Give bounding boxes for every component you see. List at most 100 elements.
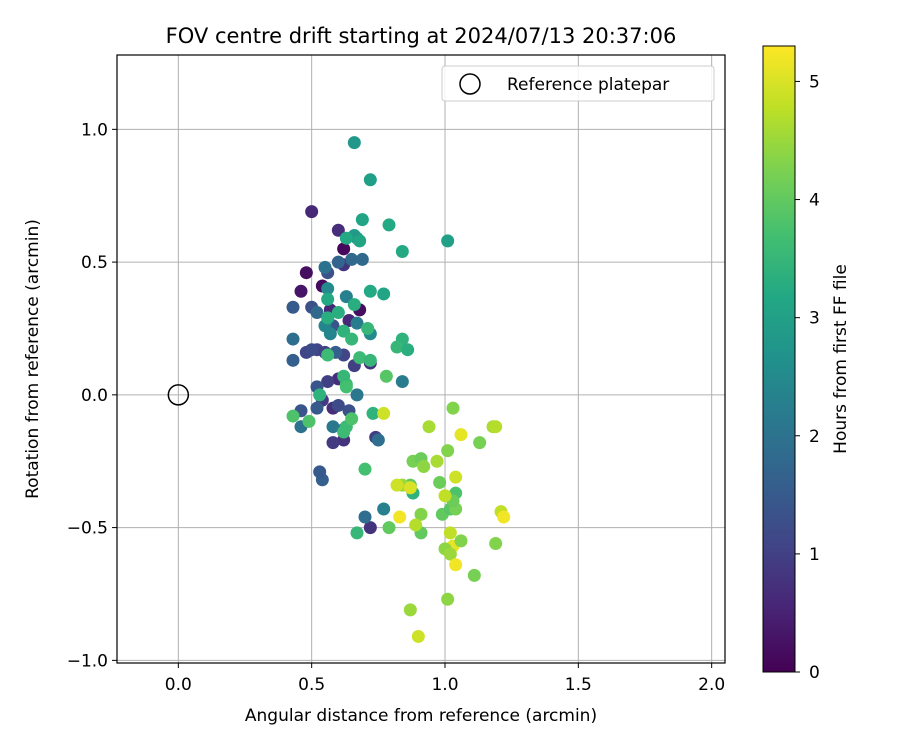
- scatter-point: [321, 282, 335, 296]
- scatter-point: [286, 409, 300, 423]
- legend: Reference platepar: [441, 65, 715, 102]
- scatter-point: [321, 292, 335, 306]
- y-tick-label: 1.0: [81, 120, 108, 140]
- scatter-point: [411, 629, 425, 643]
- scatter-point: [339, 290, 353, 304]
- colorbar-tick-label: 2: [809, 427, 820, 447]
- scatter-point: [467, 568, 481, 582]
- scatter-point: [310, 401, 324, 415]
- axes-frame: [116, 54, 726, 664]
- scatter-point: [443, 547, 457, 561]
- y-axis-label: Rotation from reference (arcmin): [23, 219, 43, 499]
- scatter-point: [313, 388, 327, 402]
- scatter-point: [449, 558, 463, 572]
- legend-label-reference: Reference platepar: [507, 75, 669, 95]
- scatter-point: [403, 603, 417, 617]
- scatter-point: [395, 375, 409, 389]
- scatter-point: [377, 502, 391, 516]
- scatter-point: [331, 255, 345, 269]
- colorbar: 0 1 2 3 4 5 Hours from first FF file: [762, 45, 851, 683]
- scatter-point: [337, 425, 351, 439]
- scatter-point: [305, 343, 319, 357]
- colorbar-tick-label: 1: [809, 545, 820, 565]
- scatter-point: [377, 406, 391, 420]
- scatter-point: [430, 454, 444, 468]
- y-tick-label: −0.5: [67, 519, 108, 539]
- scatter-point: [390, 478, 404, 492]
- scatter-point: [355, 252, 369, 266]
- x-axis-label: Angular distance from reference (arcmin): [245, 706, 597, 726]
- scatter-point: [454, 428, 468, 442]
- scatter-point: [345, 332, 359, 346]
- scatter-point: [489, 537, 503, 551]
- scatter-point: [366, 406, 380, 420]
- scatter-point: [409, 518, 423, 532]
- scatter-point: [382, 521, 396, 535]
- scatter-point: [339, 380, 353, 394]
- scatter-point: [302, 414, 316, 428]
- scatter-point: [438, 489, 452, 503]
- scatter-point: [358, 510, 372, 524]
- x-tick-label: 2.0: [698, 675, 725, 695]
- scatter-point: [286, 332, 300, 346]
- scatter-point: [473, 436, 487, 450]
- scatter-point: [305, 205, 319, 219]
- scatter-point: [395, 244, 409, 258]
- scatter-point: [363, 521, 377, 535]
- scatter-point: [379, 369, 393, 383]
- scatter-point: [390, 340, 404, 354]
- scatter-point: [313, 465, 327, 479]
- scatter-point: [339, 231, 353, 245]
- scatter-point: [358, 462, 372, 476]
- scatter-point: [347, 136, 361, 150]
- y-tick-label: 0.5: [81, 253, 108, 273]
- scatter-point: [441, 444, 455, 458]
- scatter-point: [350, 526, 364, 540]
- scatter-point: [361, 321, 375, 335]
- chart-title: FOV centre drift starting at 2024/07/13 …: [166, 24, 677, 48]
- scatter-point: [449, 470, 463, 484]
- colorbar-tick-label: 3: [809, 309, 820, 329]
- data-points: [167, 136, 511, 643]
- scatter-point: [417, 460, 431, 474]
- scatter-point: [350, 388, 364, 402]
- scatter-point: [326, 420, 340, 434]
- scatter-point: [422, 420, 436, 434]
- scatter-point: [377, 287, 391, 301]
- scatter-point: [331, 398, 345, 412]
- scatter-point: [355, 213, 369, 227]
- scatter-point: [393, 510, 407, 524]
- colorbar-tick-label: 5: [809, 72, 820, 92]
- scatter-point: [497, 510, 511, 524]
- scatter-point: [363, 173, 377, 187]
- scatter-point: [353, 234, 367, 248]
- colorbar-tick-label: 4: [809, 191, 820, 211]
- x-tick-label: 0.5: [298, 675, 325, 695]
- y-axis-ticks: −1.0 −0.5 0.0 0.5 1.0: [67, 120, 117, 671]
- colorbar-ticks: 0 1 2 3 4 5: [795, 72, 820, 683]
- scatter-point: [299, 266, 313, 280]
- scatter-point: [323, 327, 337, 341]
- scatter-point: [345, 252, 359, 266]
- colorbar-gradient: [762, 45, 796, 673]
- reference-platepar-marker: [167, 384, 190, 406]
- colorbar-label: Hours from first FF file: [831, 264, 851, 454]
- scatter-point: [345, 412, 359, 426]
- scatter-point: [321, 348, 335, 362]
- x-tick-label: 1.5: [565, 675, 592, 695]
- scatter-point: [489, 420, 503, 434]
- scatter-point: [441, 592, 455, 606]
- plot-frame: [116, 54, 726, 664]
- legend-marker-reference: [459, 73, 481, 95]
- scatter-point: [331, 223, 345, 237]
- scatter-point: [401, 343, 415, 357]
- scatter-point: [337, 242, 351, 256]
- scatter-point: [353, 351, 367, 365]
- scatter-point: [337, 324, 351, 338]
- scatter-point: [363, 284, 377, 298]
- scatter-point: [441, 234, 455, 248]
- scatter-point: [433, 475, 447, 489]
- scatter-point: [414, 507, 428, 521]
- scatter-point: [310, 306, 324, 320]
